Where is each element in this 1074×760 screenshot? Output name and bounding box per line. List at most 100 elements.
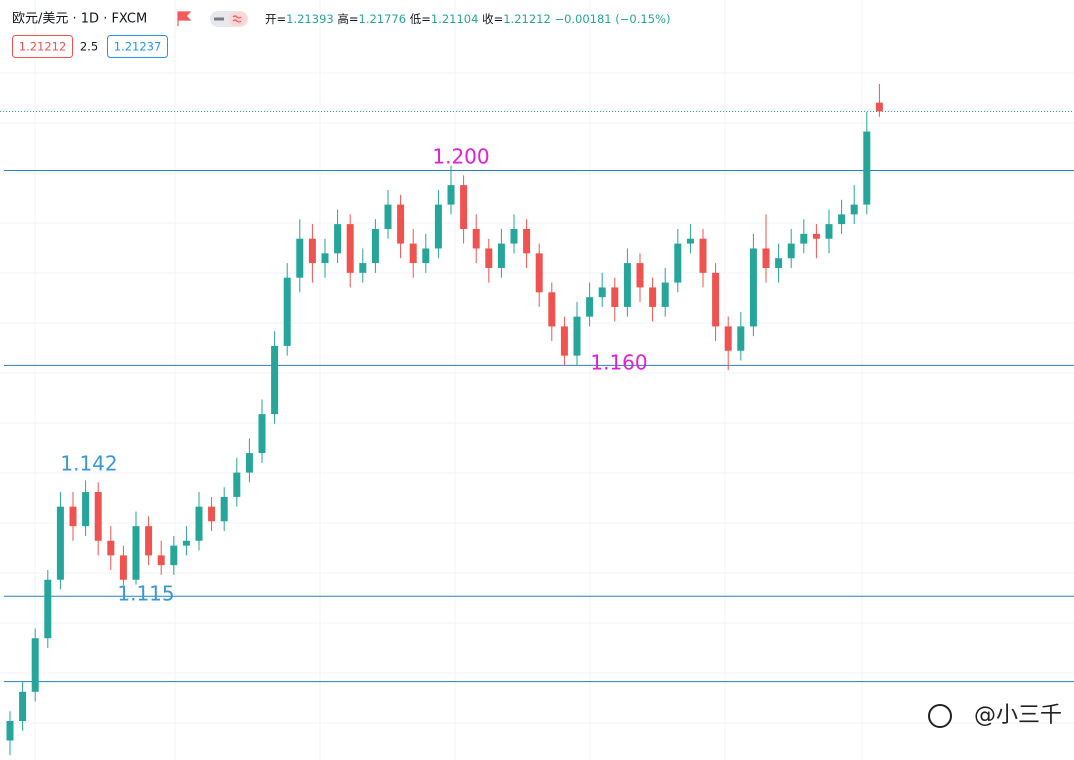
symbol-title: 欧元/美元 · 1D · FXCM: [12, 12, 147, 27]
candle-body: [812, 233, 820, 239]
candle-body: [384, 204, 392, 229]
candle-body: [712, 272, 720, 327]
candle-body: [762, 248, 770, 268]
candle-body: [107, 540, 115, 556]
candle-body: [548, 292, 556, 327]
candle-body: [308, 238, 316, 264]
low-value: 1.21104: [431, 12, 479, 26]
candle-body: [497, 243, 505, 268]
candle-body: [157, 555, 165, 566]
flag-icon[interactable]: [177, 11, 192, 26]
candle-body: [258, 414, 266, 454]
high-label: 高=: [337, 12, 358, 26]
toggle-minus: [214, 17, 224, 21]
candle-body: [69, 506, 77, 527]
candle-body: [220, 496, 228, 522]
annotation: 1.200: [432, 145, 489, 169]
candle-body: [686, 238, 694, 244]
candle-body: [6, 721, 14, 741]
candle-body: [737, 326, 745, 351]
candle-body: [346, 224, 354, 273]
candle-body: [875, 102, 883, 112]
sell-price: 1.21212: [19, 40, 67, 54]
candle-body: [598, 287, 606, 298]
candle-body: [182, 540, 190, 546]
candle-body: [510, 228, 518, 244]
annotation: 1.160: [590, 351, 647, 375]
candle-body: [119, 555, 127, 580]
candle-body: [560, 326, 568, 356]
plot: 1.200 1.160 1.142 1.115: [0, 83, 1074, 756]
candle-body: [145, 526, 153, 556]
candle-body: [31, 638, 39, 692]
candle-body: [586, 297, 594, 317]
candle-body: [271, 345, 279, 415]
candle-body: [825, 224, 833, 239]
candle-body: [623, 263, 631, 307]
candle-body: [699, 238, 707, 273]
candle-body: [636, 263, 644, 288]
candle-body: [359, 263, 367, 273]
wave-icon: [232, 15, 242, 23]
candle-body: [460, 185, 468, 229]
watermark: @小三千: [974, 703, 1062, 728]
sell-badge[interactable]: [12, 35, 73, 58]
candle-body: [334, 224, 342, 254]
close-value: 1.21212: [503, 12, 551, 26]
candle-body: [838, 214, 846, 225]
candle-body: [245, 453, 253, 473]
candle-body: [82, 492, 90, 527]
candle-body: [749, 248, 757, 327]
candle-body: [422, 248, 430, 264]
annotation: 1.115: [117, 582, 174, 606]
watermark-icon: [928, 704, 952, 728]
candle-body: [472, 228, 480, 249]
low-label: 低=: [410, 12, 431, 26]
candle-body: [661, 282, 669, 307]
candle-body: [321, 253, 329, 264]
candle-body: [573, 316, 581, 356]
candle-body: [724, 326, 732, 351]
change: −0.00181 (−0.15%): [554, 12, 670, 26]
candle-body: [787, 243, 795, 259]
candle-body: [434, 204, 442, 249]
candle-body: [409, 243, 417, 264]
candle-body: [56, 506, 64, 580]
candle-body: [447, 185, 455, 205]
candle-body: [233, 472, 241, 497]
candle-body: [94, 492, 102, 541]
buy-badge[interactable]: [107, 35, 168, 58]
candle-body: [800, 233, 808, 244]
ohlc-line: 开=1.21393 高=1.21776 低=1.21104 收=1.21212 …: [265, 12, 670, 26]
buy-price: 1.21237: [114, 40, 162, 54]
candle-body: [132, 526, 140, 580]
open-value: 1.21393: [286, 12, 334, 26]
candle-body: [674, 243, 682, 283]
candle-body: [535, 253, 543, 293]
candle-body: [850, 204, 858, 215]
annotation: 1.142: [60, 452, 117, 476]
candle-body: [649, 287, 657, 307]
candle-body: [19, 691, 27, 722]
candle-body: [485, 248, 493, 268]
spread: 2.5: [80, 40, 98, 54]
candle-body: [775, 258, 783, 268]
candle-body: [863, 131, 871, 205]
close-label: 收=: [482, 12, 503, 26]
candle-body: [397, 204, 405, 244]
open-label: 开=: [265, 12, 286, 26]
candle-body: [208, 506, 216, 522]
high-value: 1.21776: [359, 12, 407, 26]
toggle-wave[interactable]: [229, 12, 247, 26]
header: 欧元/美元 · 1D · FXCM 开=1.21393 高=1.21776 低=…: [12, 11, 670, 58]
candle-body: [195, 506, 203, 541]
candle-body: [611, 287, 619, 307]
candle-body: [170, 545, 178, 566]
candle-body: [296, 238, 304, 278]
candle-body: [44, 579, 52, 639]
candle-body: [283, 277, 291, 346]
candle-body: [523, 228, 531, 254]
